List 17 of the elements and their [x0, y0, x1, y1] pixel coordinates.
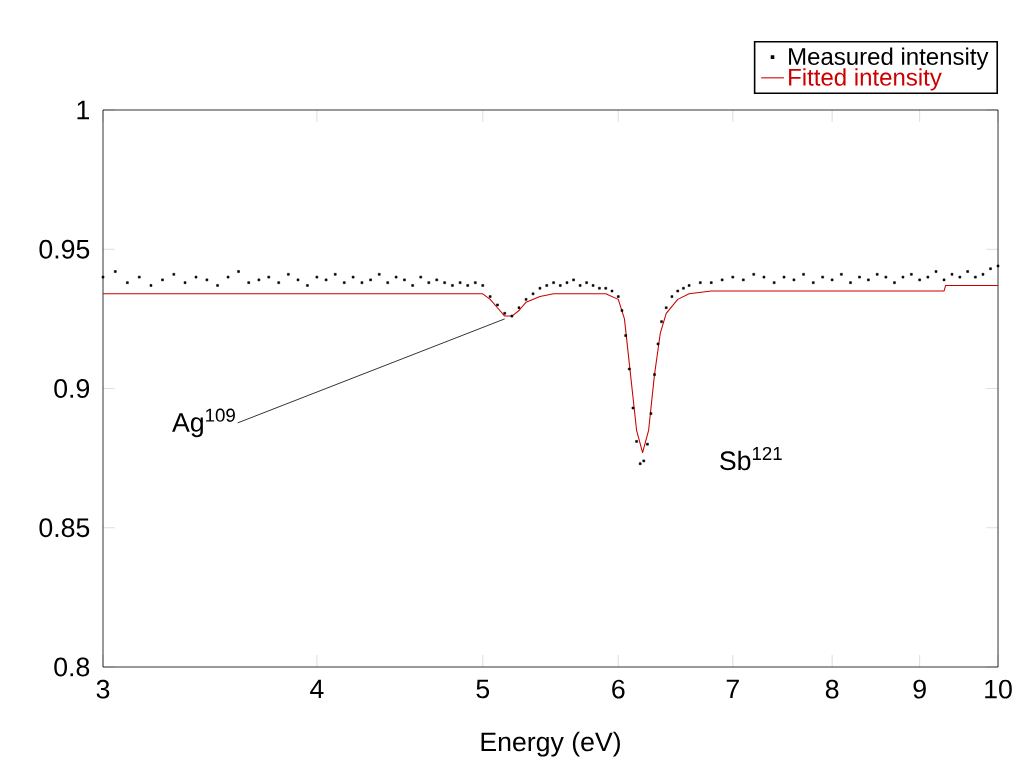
- x-tick-label: 4: [310, 679, 324, 699]
- x-tick-label: 7: [726, 679, 739, 699]
- x-tick-label: 6: [612, 679, 625, 699]
- annotation: Sb$^{121}$: [720, 446, 782, 471]
- x-tick-label: 9: [913, 679, 926, 699]
- x-tick-label: 8: [825, 679, 839, 699]
- y-tick-label: 0.85: [39, 518, 90, 538]
- x-axis-title: Energy (eV): [481, 731, 620, 757]
- x-tick-label: 10: [985, 679, 1012, 699]
- y-tick-label: 0.8: [54, 657, 90, 677]
- annotation: Ag$^{109}$: [172, 408, 235, 438]
- y-tick-label: 1: [77, 100, 89, 120]
- x-tick-label: 3: [96, 679, 110, 699]
- y-tick-label: 0.9: [54, 379, 90, 398]
- legend-label: Fitted intensity: [789, 68, 942, 91]
- y-tick-label: 0.95: [39, 239, 90, 259]
- x-tick-label: 5: [476, 679, 490, 699]
